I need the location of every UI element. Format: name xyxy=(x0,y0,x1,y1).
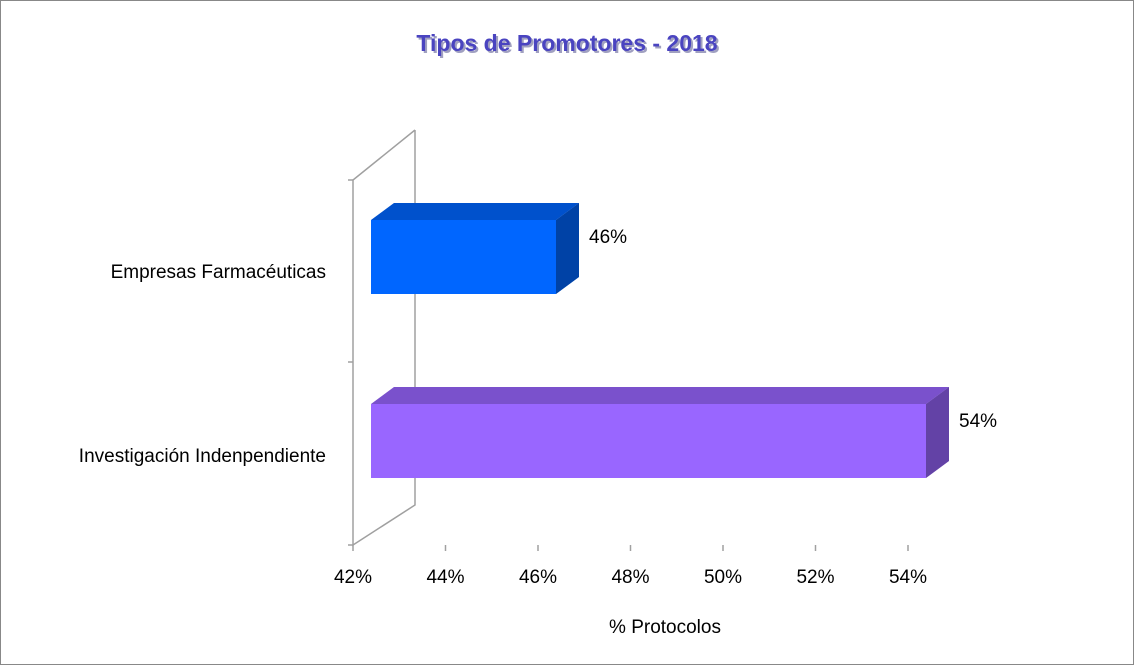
chart-title: Tipos de Promotores - 2018 xyxy=(416,30,717,56)
bar-side xyxy=(556,203,579,294)
x-tick-label: 50% xyxy=(704,567,742,588)
bar-side-shade xyxy=(926,387,949,478)
x-tick-label: 52% xyxy=(796,567,834,588)
x-tick-label: 48% xyxy=(611,567,649,588)
category-label: Investigación Indenpendiente xyxy=(79,446,326,467)
bar xyxy=(371,220,556,294)
bar-top-shade xyxy=(371,387,949,404)
bar-side-shade xyxy=(556,203,579,294)
x-tick-label: 44% xyxy=(426,567,464,588)
value-label: 54% xyxy=(959,411,997,432)
x-tick-label: 54% xyxy=(889,567,927,588)
bar-top xyxy=(371,387,949,404)
category-label: Empresas Farmacéuticas xyxy=(111,262,326,283)
x-tick-label: 42% xyxy=(334,567,372,588)
bar-top xyxy=(371,203,579,220)
value-label: 46% xyxy=(589,227,627,248)
x-axis-title: % Protocolos xyxy=(609,617,721,638)
x-tick-label: 46% xyxy=(519,567,557,588)
title-shadow: Tipos de Promotores - 2018 xyxy=(418,32,719,58)
bar-top-shade xyxy=(371,203,579,220)
bar-side xyxy=(926,387,949,478)
bar xyxy=(371,404,926,478)
